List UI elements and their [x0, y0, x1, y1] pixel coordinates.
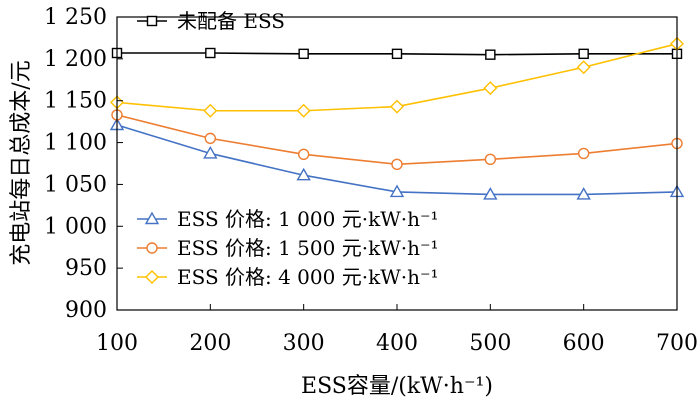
legend-marker-3	[145, 270, 159, 284]
legend-label-3: ESS 价格: 4 000 元·kW·h⁻¹	[177, 265, 439, 289]
data-point-2-4	[484, 153, 497, 166]
marks-layer	[109, 36, 685, 200]
data-point-3-2	[296, 103, 311, 118]
y-tick-label-3: 1 050	[44, 172, 107, 197]
legend-label-0: 未配备 ESS	[177, 9, 285, 33]
x-tick-label-2: 300	[283, 331, 325, 356]
x-tick-label-4: 500	[469, 331, 511, 356]
series-line-2	[116, 114, 678, 166]
y-tick-label-6: 1 200	[44, 47, 107, 72]
x-axis-title: ESS容量/(kW·h⁻¹)	[301, 374, 493, 399]
data-point-1-4	[483, 187, 498, 200]
x-tick-label-6: 700	[656, 331, 698, 356]
y-axis-title: 充电站每日总成本/元	[9, 60, 34, 265]
data-point-0-1	[205, 47, 216, 59]
x-tick-label-5: 600	[563, 331, 605, 356]
legend-marker-1	[144, 211, 160, 225]
ticks-layer: 900 950 1 000 1 050 1 100 1 150 1 200 1 250 100 2…	[44, 5, 698, 356]
data-point-3-3	[390, 99, 404, 114]
y-tick-label-4: 1 100	[44, 131, 107, 156]
y-tick-label-2: 1 000	[44, 214, 107, 239]
data-point-1-1	[203, 146, 218, 159]
legend-label-1: ESS 价格: 1 000 元·kW·h⁻¹	[177, 207, 439, 231]
y-tick-label-1: 950	[65, 256, 107, 281]
data-point-2-5	[577, 147, 590, 160]
data-point-0-2	[298, 48, 309, 60]
legend-marker-2	[146, 242, 158, 254]
data-point-3-4	[483, 81, 498, 96]
legend-marker-0	[146, 15, 158, 27]
data-point-2-3	[391, 158, 403, 171]
legend-label-2: ESS 价格: 1 500 元·kW·h⁻¹	[177, 236, 439, 260]
legend-layer: 未配备 ESS ESS 价格: 1 000 元·kW·h⁻¹ ESS 价格: 1 5…	[137, 9, 439, 289]
y-tick-label-7: 1 250	[44, 5, 107, 30]
data-point-0-4	[485, 49, 496, 60]
data-point-0-3	[391, 48, 403, 60]
data-point-2-1	[204, 132, 217, 145]
data-point-1-3	[389, 184, 405, 198]
x-tick-label-1: 200	[189, 331, 231, 356]
data-point-1-2	[296, 167, 311, 181]
data-point-1-5	[576, 187, 591, 200]
data-point-2-2	[297, 148, 310, 160]
y-tick-label-0: 900	[65, 298, 107, 323]
x-tick-label-3: 400	[376, 331, 418, 356]
x-tick-label-0: 100	[96, 331, 138, 356]
data-point-3-5	[576, 60, 591, 75]
y-tick-label-5: 1 150	[44, 89, 107, 114]
data-point-0-5	[578, 48, 589, 60]
data-point-3-1	[203, 103, 218, 118]
